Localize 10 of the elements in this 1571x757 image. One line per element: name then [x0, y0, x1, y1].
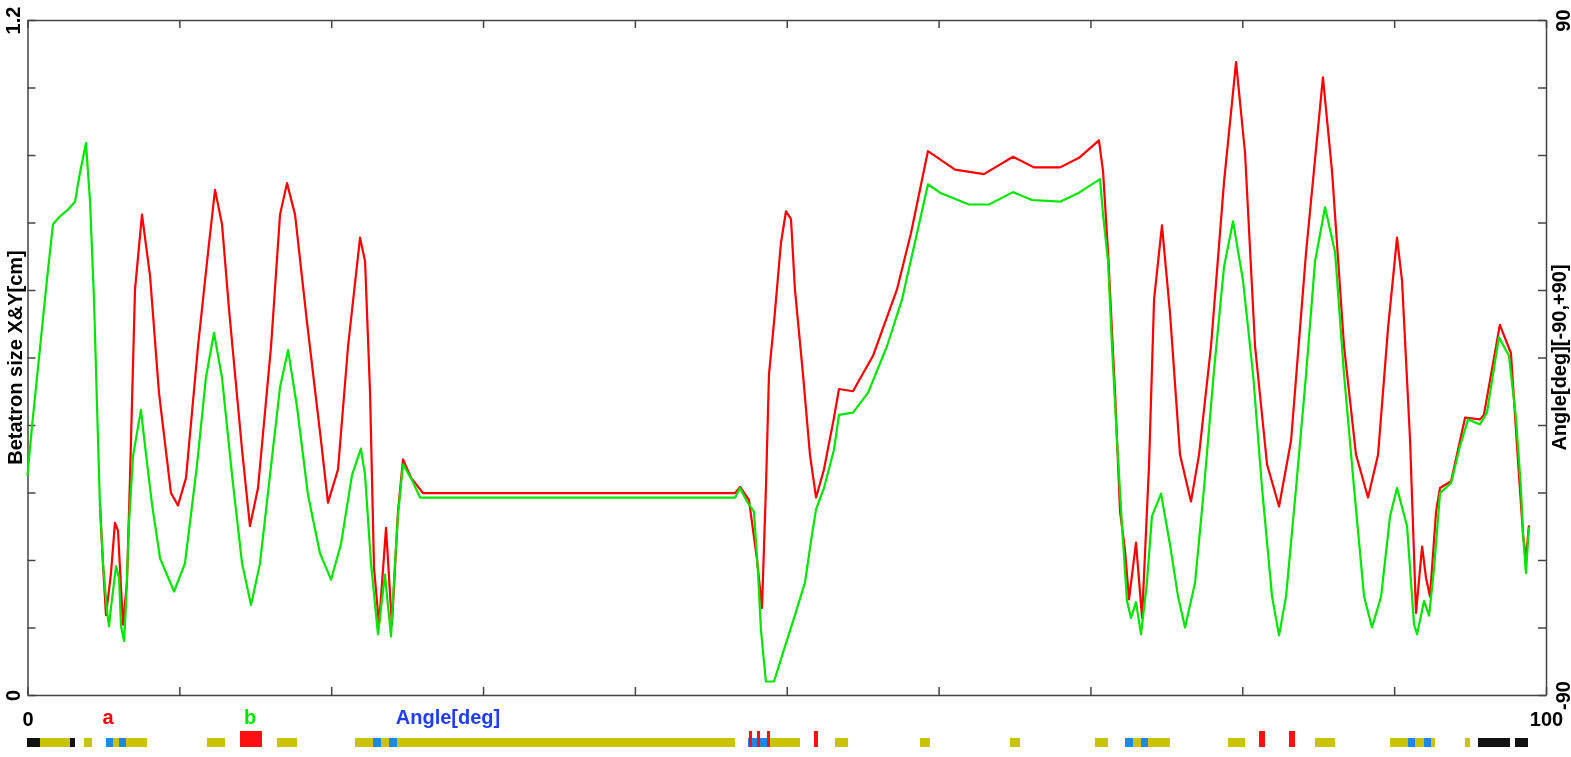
line-series — [26, 142, 1530, 683]
y-axis-title: Betatron size X&Y[cm] — [4, 250, 26, 465]
y-tick-label: 1.2 — [1, 6, 24, 35]
text: Angle[deg] — [395, 706, 501, 728]
y2-axis-title: Angle[deg][-90,+90] — [1548, 264, 1570, 451]
y2-tick-label: 90 — [1552, 9, 1571, 32]
text: a — [102, 706, 115, 728]
y2-tick-label: -90 — [1552, 681, 1571, 710]
x-tick-label: 100 — [1529, 708, 1564, 731]
text: b — [243, 706, 257, 728]
